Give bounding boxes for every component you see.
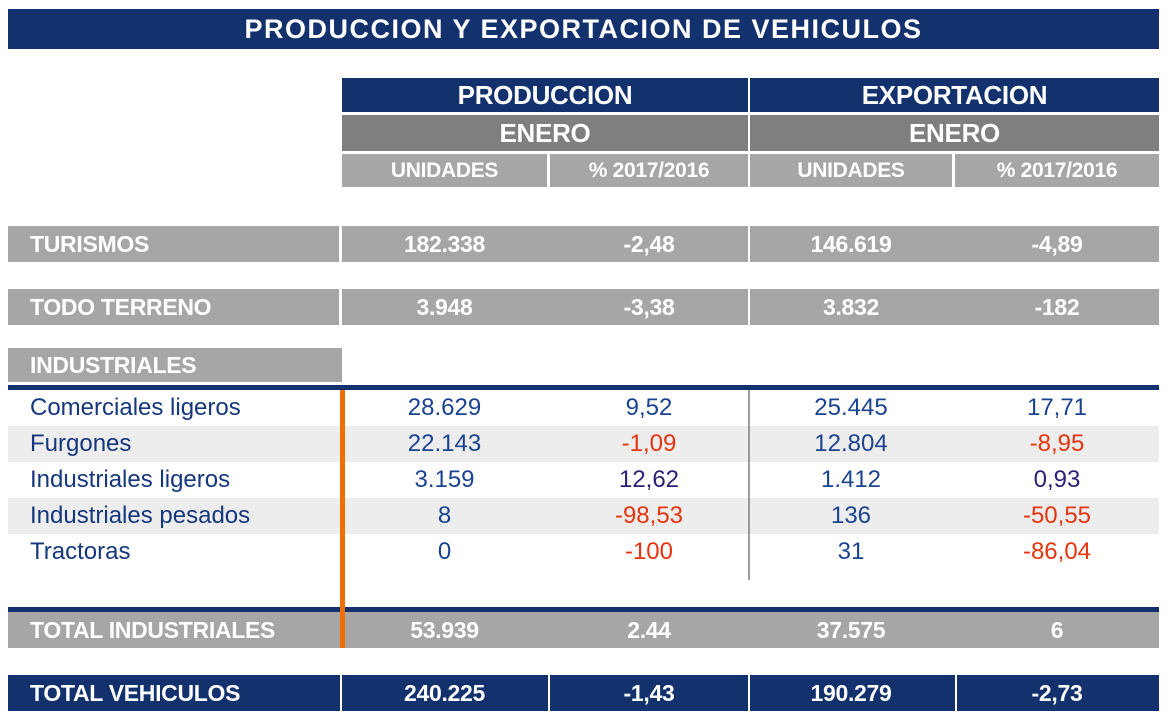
row-turismos-produccion-band xyxy=(342,226,748,262)
col-header-unidades-produccion: UNIDADES xyxy=(342,154,547,187)
header-exportacion: EXPORTACION xyxy=(750,78,1159,112)
todo-terreno-exportacion-pct: -182 xyxy=(1034,294,1080,320)
col-header-pct-produccion: % 2017/2016 xyxy=(550,154,748,187)
total-row-separator xyxy=(340,675,342,711)
header-enero-produccion: ENERO xyxy=(342,115,748,151)
turismos-produccion-unidades: 182.338 xyxy=(403,231,486,257)
divider-line-bottom xyxy=(8,607,1159,612)
row-turismos-label: TURISMOS xyxy=(8,226,339,262)
group-divider-line xyxy=(748,390,750,580)
row-turismos-exportacion-band xyxy=(750,226,1159,262)
orange-accent-line xyxy=(340,390,345,648)
comerciales-ligeros-exportacion-unidades: 25.445 xyxy=(814,394,888,421)
col-header-pct-exportacion: % 2017/2016 xyxy=(955,154,1159,187)
total-row-separator xyxy=(748,675,750,711)
row-total-industriales: TOTAL INDUSTRIALES xyxy=(8,612,1159,648)
col-header-unidades-exportacion: UNIDADES xyxy=(750,154,952,187)
total-row-separator xyxy=(955,675,957,711)
industriales-pesados-produccion-unidades: 8 xyxy=(437,502,452,529)
row-comerciales-ligeros-label: Comerciales ligeros xyxy=(30,394,241,421)
furgones-exportacion-unidades: 12.804 xyxy=(814,430,888,457)
detail-row-band xyxy=(8,462,1159,498)
detail-row-band xyxy=(8,426,1159,462)
turismos-exportacion-pct: -4,89 xyxy=(1031,231,1083,257)
industriales-pesados-exportacion-unidades: 136 xyxy=(830,502,872,529)
turismos-exportacion-unidades: 146.619 xyxy=(810,231,892,257)
row-industriales-pesados-label: Industriales pesados xyxy=(30,502,251,529)
section-header-industriales: INDUSTRIALES xyxy=(8,348,342,382)
industriales-pesados-produccion-pct: -98,53 xyxy=(614,502,684,529)
comerciales-ligeros-produccion-pct: 9,52 xyxy=(625,394,673,421)
total-row-separator xyxy=(548,675,550,711)
detail-row-band xyxy=(8,498,1159,534)
todo-terreno-produccion-pct: -3,38 xyxy=(623,294,675,320)
total-industriales-produccion-pct: 2.44 xyxy=(627,617,671,643)
furgones-produccion-pct: -1,09 xyxy=(621,430,677,457)
row-todo-terreno-label: TODO TERRENO xyxy=(8,289,339,325)
total-vehiculos-exportacion-unidades: 190.279 xyxy=(810,680,892,706)
comerciales-ligeros-exportacion-pct: 17,71 xyxy=(1026,394,1088,421)
industriales-pesados-exportacion-pct: -50,55 xyxy=(1022,502,1092,529)
row-tractoras-label: Tractoras xyxy=(30,538,131,565)
todo-terreno-produccion-unidades: 3.948 xyxy=(416,294,473,320)
row-total-vehiculos: TOTAL VEHICULOS xyxy=(8,675,1159,711)
industriales-ligeros-produccion-pct: 12,62 xyxy=(618,466,680,493)
comerciales-ligeros-produccion-unidades: 28.629 xyxy=(407,394,482,421)
total-industriales-produccion-unidades: 53.939 xyxy=(410,617,479,643)
furgones-exportacion-pct: -8,95 xyxy=(1029,430,1085,457)
page-title: PRODUCCION Y EXPORTACION DE VEHICULOS xyxy=(244,14,923,44)
total-industriales-exportacion-unidades: 37.575 xyxy=(816,617,886,643)
total-vehiculos-produccion-unidades: 240.225 xyxy=(403,680,486,706)
header-enero-exportacion: ENERO xyxy=(750,115,1159,151)
row-todo-terreno-exportacion-band xyxy=(750,289,1159,325)
header-produccion: PRODUCCION xyxy=(342,78,748,112)
turismos-produccion-pct: -2,48 xyxy=(623,231,675,257)
tractoras-produccion-unidades: 0 xyxy=(437,538,452,565)
divider-line-top xyxy=(8,385,1159,390)
industriales-ligeros-exportacion-pct: 0,93 xyxy=(1033,466,1081,493)
tractoras-exportacion-pct: -86,04 xyxy=(1022,538,1092,565)
row-industriales-ligeros-label: Industriales ligeros xyxy=(30,466,231,493)
total-vehiculos-produccion-pct: -1,43 xyxy=(623,680,675,706)
tractoras-produccion-pct: -100 xyxy=(624,538,674,565)
total-vehiculos-exportacion-pct: -2,73 xyxy=(1031,680,1083,706)
detail-row-band xyxy=(8,390,1159,426)
page-title-bar: PRODUCCION Y EXPORTACION DE VEHICULOS xyxy=(8,9,1159,49)
row-todo-terreno-produccion-band xyxy=(342,289,748,325)
detail-row-band xyxy=(8,534,1159,570)
todo-terreno-exportacion-unidades: 3.832 xyxy=(822,294,880,320)
industriales-ligeros-produccion-unidades: 3.159 xyxy=(414,466,475,493)
row-furgones-label: Furgones xyxy=(30,430,132,457)
total-industriales-exportacion-pct: 6 xyxy=(1050,617,1064,643)
tractoras-exportacion-unidades: 31 xyxy=(837,538,865,565)
furgones-produccion-unidades: 22.143 xyxy=(407,430,482,457)
industriales-ligeros-exportacion-unidades: 1.412 xyxy=(820,466,882,493)
